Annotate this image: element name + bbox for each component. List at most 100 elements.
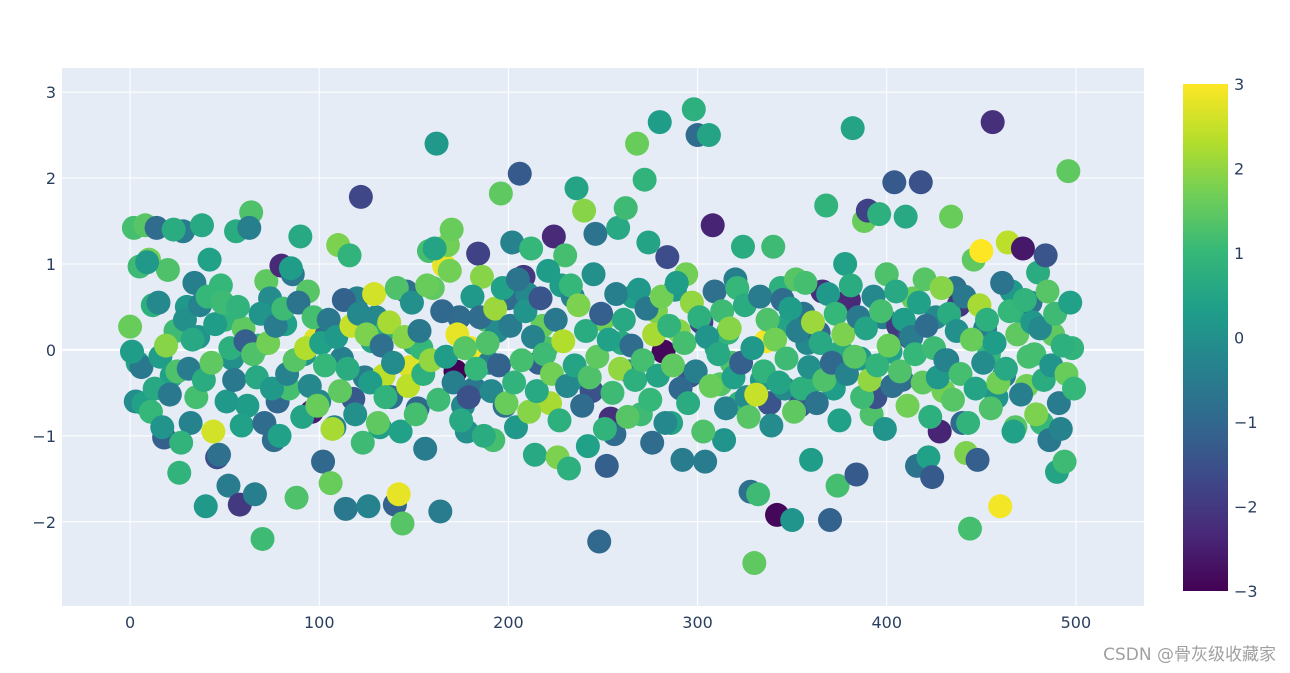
scatter-point [1027, 316, 1052, 341]
scatter-point [778, 296, 803, 321]
scatter-point [581, 262, 606, 287]
scatter-point [957, 516, 982, 541]
scatter-point [362, 282, 387, 307]
scatter-point [335, 356, 360, 381]
scatter-point [833, 251, 858, 276]
scatter-point [630, 348, 655, 373]
scatter-point [587, 529, 612, 554]
scatter-point [356, 494, 381, 519]
scatter-point [286, 290, 311, 315]
scatter-point [702, 279, 727, 304]
scatter-point [369, 333, 394, 358]
scatter-point [1010, 236, 1035, 261]
scatter-point [842, 344, 867, 369]
scatter-point [118, 314, 143, 339]
scatter-point [541, 224, 566, 249]
scatter-point [956, 410, 981, 435]
scatter-point [793, 270, 818, 295]
scatter-point [840, 116, 865, 141]
watermark-text: CSDN @骨灰级收藏家 [1103, 645, 1276, 665]
scatter-point [606, 215, 631, 240]
scatter-point [1056, 159, 1081, 184]
scatter-point [284, 485, 309, 510]
scatter-point [853, 316, 878, 341]
scatter-point [730, 234, 755, 259]
scatter-point [350, 430, 375, 455]
scatter-point [488, 181, 513, 206]
scatter-point [305, 393, 330, 418]
scatter-point [893, 204, 918, 229]
scatter-point [150, 415, 175, 440]
scatter-point [969, 239, 994, 264]
scatter-point [464, 356, 489, 381]
y-tick-label: 0 [46, 341, 56, 360]
y-tick-label: −2 [32, 513, 56, 532]
axis-ticks: 0 100 200 300 400 500 −2 −1 0 1 2 3 [32, 83, 1091, 632]
scatter-point [1016, 344, 1041, 369]
scatter-point [146, 290, 171, 315]
scatter-point [502, 370, 527, 395]
scatter-point [589, 301, 614, 326]
scatter-point [161, 217, 186, 242]
colorbar: 3 2 1 0 −1 −2 −3 [1183, 75, 1258, 601]
scatter-point [556, 456, 581, 481]
scatter-point [424, 131, 449, 156]
scatter-point [876, 333, 901, 358]
scatter-point [865, 353, 890, 378]
colorbar-tick-label: −1 [1234, 413, 1258, 432]
scatter-point [242, 482, 267, 507]
scatter-point [167, 460, 192, 485]
scatter-point [825, 473, 850, 498]
scatter-point [660, 353, 685, 378]
scatter-point [452, 336, 477, 361]
scatter-point [736, 404, 761, 429]
scatter-point [963, 376, 988, 401]
scatter-point [761, 234, 786, 259]
scatter-point [844, 462, 869, 487]
scatter-point [207, 442, 232, 467]
scatter-point [509, 348, 534, 373]
scatter-point [971, 350, 996, 375]
scatter-point [717, 316, 742, 341]
scatter-point [695, 325, 720, 349]
scatter-point [1024, 402, 1049, 427]
scatter-point [199, 350, 224, 375]
scatter-point [712, 428, 737, 453]
scatter-point [119, 339, 144, 364]
scatter-point [653, 410, 678, 435]
scatter-point [982, 331, 1007, 356]
scatter-point [1033, 243, 1058, 268]
scatter-point [687, 305, 712, 330]
scatter-point [640, 430, 665, 455]
scatter-point [959, 327, 984, 352]
scatter-point [592, 416, 617, 441]
scatter-point [827, 408, 852, 433]
x-tick-label: 400 [871, 613, 902, 632]
colorbar-tick-label: −2 [1234, 498, 1258, 517]
colorbar-gradient [1183, 84, 1228, 591]
scatter-point [180, 327, 205, 352]
scatter-point [596, 327, 621, 352]
scatter-point [403, 402, 428, 427]
scatter-point [522, 442, 547, 467]
scatter-point [521, 325, 546, 349]
scatter-point [437, 258, 462, 283]
scatter-point [800, 310, 825, 335]
x-tick-label: 100 [304, 613, 335, 632]
scatter-point [532, 342, 557, 367]
scatter-point [763, 327, 788, 352]
scatter-point [632, 167, 657, 192]
scatter-point [748, 284, 773, 309]
scatter-point [929, 276, 954, 301]
scatter-point [918, 404, 943, 429]
scatter-point [466, 241, 491, 266]
scatter-point [872, 416, 897, 441]
scatter-point [804, 391, 829, 416]
scatter-point [555, 373, 580, 398]
scatter-point [869, 299, 894, 324]
y-tick-label: 2 [46, 169, 56, 188]
scatter-point [655, 245, 680, 270]
scatter-point [197, 247, 222, 272]
scatter-point [333, 496, 358, 521]
scatter-point [1048, 416, 1073, 441]
